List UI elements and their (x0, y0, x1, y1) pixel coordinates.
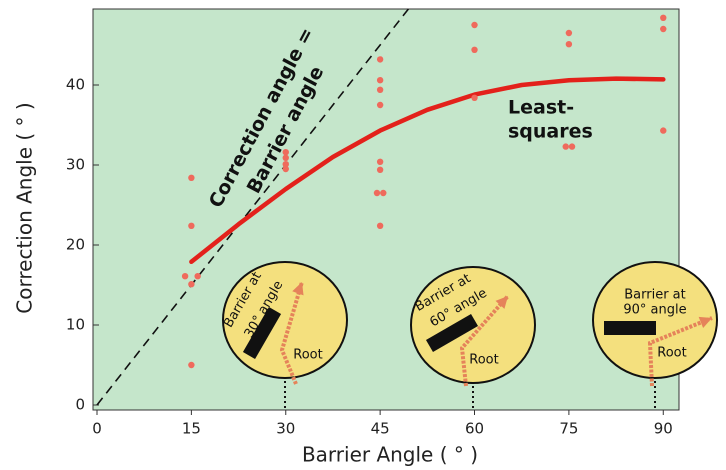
data-point (182, 273, 188, 279)
chart: Barrier Angle ( ° ) Correction Angle ( °… (0, 0, 726, 470)
data-point (566, 30, 572, 36)
data-point (563, 143, 569, 149)
data-point (188, 281, 194, 287)
data-point (377, 87, 383, 93)
data-point (471, 47, 477, 53)
data-point (380, 190, 386, 196)
x-axis-title: Barrier Angle ( ° ) (302, 443, 478, 467)
y-tick-label: 10 (66, 316, 85, 334)
fit-label: squares (508, 121, 593, 143)
x-tick-label: 15 (182, 420, 201, 438)
root-label: Root (657, 346, 686, 361)
data-point (569, 143, 575, 149)
inset-label: Barrier at (624, 288, 686, 303)
data-point (374, 190, 380, 196)
plot-area (93, 9, 679, 410)
data-point (188, 362, 194, 368)
y-tick-label: 0 (75, 396, 85, 414)
y-tick-label: 20 (66, 236, 85, 254)
data-point (283, 166, 289, 172)
data-point (377, 56, 383, 62)
data-point (660, 127, 666, 133)
x-tick-label: 0 (92, 420, 102, 438)
x-tick-label: 75 (559, 420, 578, 438)
x-tick-label: 90 (654, 420, 673, 438)
fit-label: Least- (508, 97, 574, 119)
data-point (660, 26, 666, 32)
inset-label: 90° angle (623, 303, 686, 318)
x-tick-label: 30 (276, 420, 295, 438)
data-point (188, 175, 194, 181)
root-label: Root (293, 348, 322, 363)
data-point (566, 41, 572, 47)
inset-circle (223, 262, 347, 378)
data-point (660, 15, 666, 21)
data-point (377, 77, 383, 83)
y-tick-label: 30 (66, 156, 85, 174)
data-point (188, 223, 194, 229)
y-tick-label: 40 (66, 76, 85, 94)
data-point (194, 273, 200, 279)
data-point (471, 22, 477, 28)
data-point (471, 95, 477, 101)
data-point (377, 159, 383, 165)
x-tick-label: 60 (465, 420, 484, 438)
y-axis-title: Correction Angle ( ° ) (13, 102, 37, 313)
data-point (377, 223, 383, 229)
inset-circle (593, 262, 717, 378)
x-tick-label: 45 (371, 420, 390, 438)
root-label: Root (469, 353, 498, 368)
data-point (377, 102, 383, 108)
data-point (377, 167, 383, 173)
barrier (604, 321, 656, 335)
